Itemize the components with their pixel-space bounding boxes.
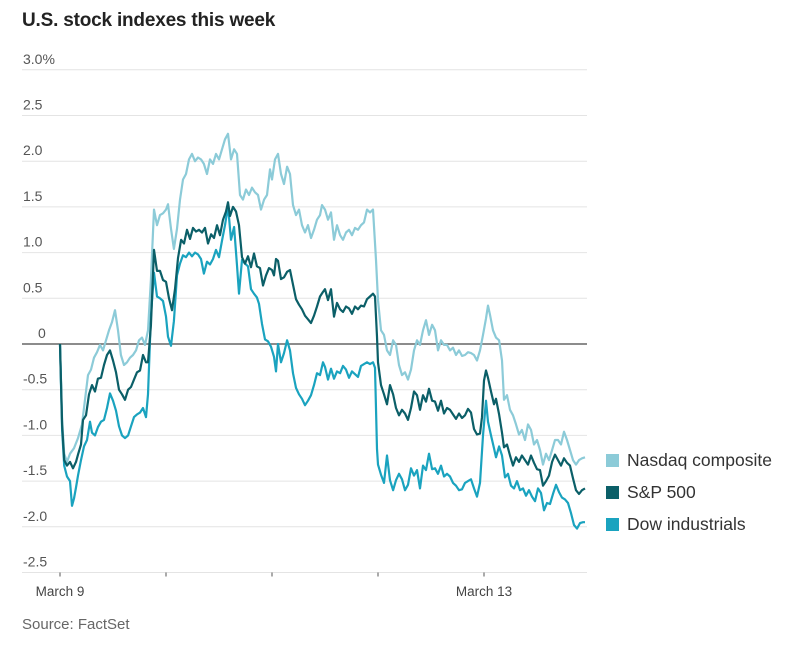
gridlines	[22, 69, 587, 573]
series-lines	[58, 132, 586, 530]
legend-swatch	[606, 453, 619, 467]
legend-label: Dow industrials	[627, 513, 746, 534]
y-tick-label: -2.0	[23, 508, 47, 524]
y-tick-label: -0.5	[23, 371, 47, 387]
source-note: Source: FactSet	[22, 616, 130, 633]
legend-swatch	[606, 517, 619, 531]
y-tick-label: 2.5	[23, 97, 43, 113]
y-tick-label: -1.5	[23, 462, 47, 478]
y-tick-label: 0.5	[23, 279, 43, 295]
legend-label: Nasdaq composite	[627, 449, 772, 470]
y-axis: 3.0% 2.5 2.0 1.5 1.0 0.5 0 -0.5 -1.0 -1.5 -2.0 -2.5	[23, 51, 55, 570]
y-tick-label: -2.5	[23, 554, 47, 570]
legend: Nasdaq composite S&P 500 Dow industrials	[606, 444, 772, 540]
chart-title: U.S. stock indexes this week	[22, 10, 276, 31]
legend-label: S&P 500	[627, 481, 696, 502]
series-line-dow-industrials	[58, 204, 585, 530]
series-line-s-p-500	[58, 201, 586, 495]
y-tick-label: 0	[38, 325, 46, 341]
series-line-nasdaq-composite	[58, 132, 586, 466]
y-tick-label: 2.0	[23, 142, 43, 158]
y-tick-label: 3.0%	[23, 51, 55, 67]
y-tick-label: -1.0	[23, 416, 47, 432]
y-tick-label: 1.0	[23, 234, 43, 250]
x-tick-label: March 13	[456, 584, 512, 599]
legend-item: Dow industrials	[606, 508, 772, 540]
x-axis: March 9 March 13	[36, 572, 512, 599]
x-tick-label: March 9	[36, 584, 85, 599]
y-tick-label: 1.5	[23, 188, 43, 204]
legend-item: S&P 500	[606, 476, 772, 508]
legend-swatch	[606, 485, 619, 499]
legend-item: Nasdaq composite	[606, 444, 772, 476]
